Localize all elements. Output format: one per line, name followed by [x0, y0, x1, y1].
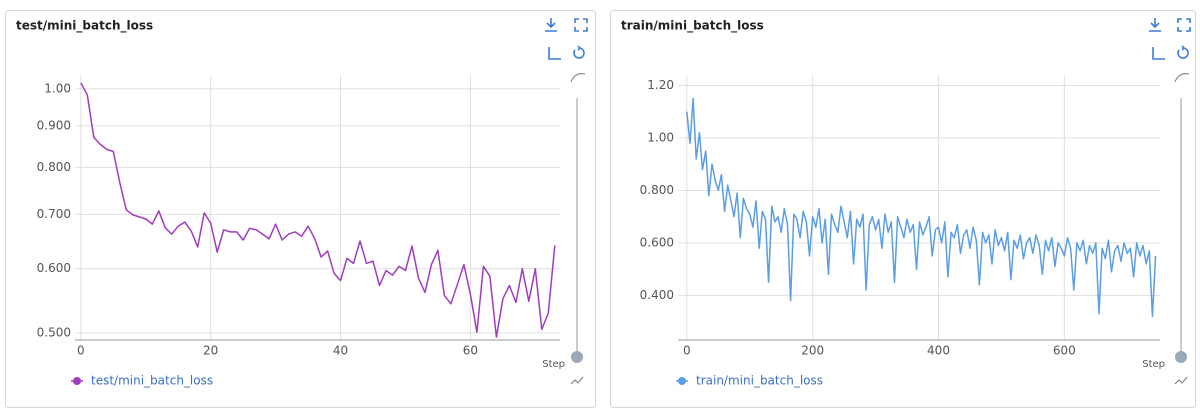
card: [610, 10, 1196, 408]
y-tick-label: 0.500: [37, 325, 71, 339]
y-tick-label: 0.600: [37, 261, 71, 275]
x-tick-label: 600: [1053, 344, 1076, 358]
legend-label: test/mini_batch_loss: [91, 374, 213, 388]
x-tick-label: 0: [77, 344, 85, 358]
y-tick-label: 0.600: [640, 235, 674, 249]
series-line: [686, 97, 1157, 318]
y-tick-label: 0.800: [640, 183, 674, 197]
y-tick-label: 0.400: [640, 288, 674, 302]
download-icon[interactable]: [1149, 18, 1161, 32]
x-tick-label: 40: [333, 344, 348, 358]
y-tick-label: 1.00: [647, 130, 674, 144]
chart-title: test/mini_batch_loss: [16, 19, 153, 34]
fullscreen-icon[interactable]: [1177, 18, 1191, 32]
reset-icon[interactable]: [1177, 45, 1189, 59]
x-tick-label: 0: [683, 344, 691, 358]
y-tick-label: 0.800: [37, 160, 71, 174]
legend-label: train/mini_batch_loss: [696, 374, 823, 388]
y-tick-label: 0.900: [37, 118, 71, 132]
x-tick-label: 60: [463, 344, 478, 358]
download-icon[interactable]: [545, 18, 557, 32]
x-axis-label: Step: [1142, 359, 1165, 370]
smoothing-slider[interactable]: [1174, 73, 1190, 385]
y-tick-label: 1.00: [44, 81, 71, 95]
series-line: [80, 82, 556, 338]
axis-icon[interactable]: [1152, 47, 1165, 60]
axis-icon[interactable]: [548, 47, 561, 60]
x-axis-label: Step: [542, 359, 565, 370]
smoothing-slider[interactable]: [570, 73, 586, 385]
card: [5, 10, 596, 408]
y-tick-label: 1.20: [647, 78, 674, 92]
fullscreen-icon[interactable]: [574, 18, 588, 32]
chart-title: train/mini_batch_loss: [621, 19, 764, 34]
x-tick-label: 400: [927, 344, 950, 358]
y-tick-label: 0.700: [37, 207, 71, 221]
reset-icon[interactable]: [573, 45, 585, 59]
x-tick-label: 20: [203, 344, 218, 358]
x-tick-label: 200: [801, 344, 824, 358]
